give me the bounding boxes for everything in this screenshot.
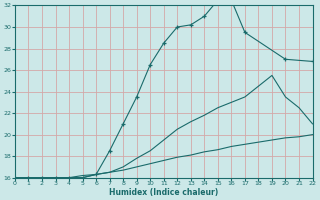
- X-axis label: Humidex (Indice chaleur): Humidex (Indice chaleur): [109, 188, 218, 197]
